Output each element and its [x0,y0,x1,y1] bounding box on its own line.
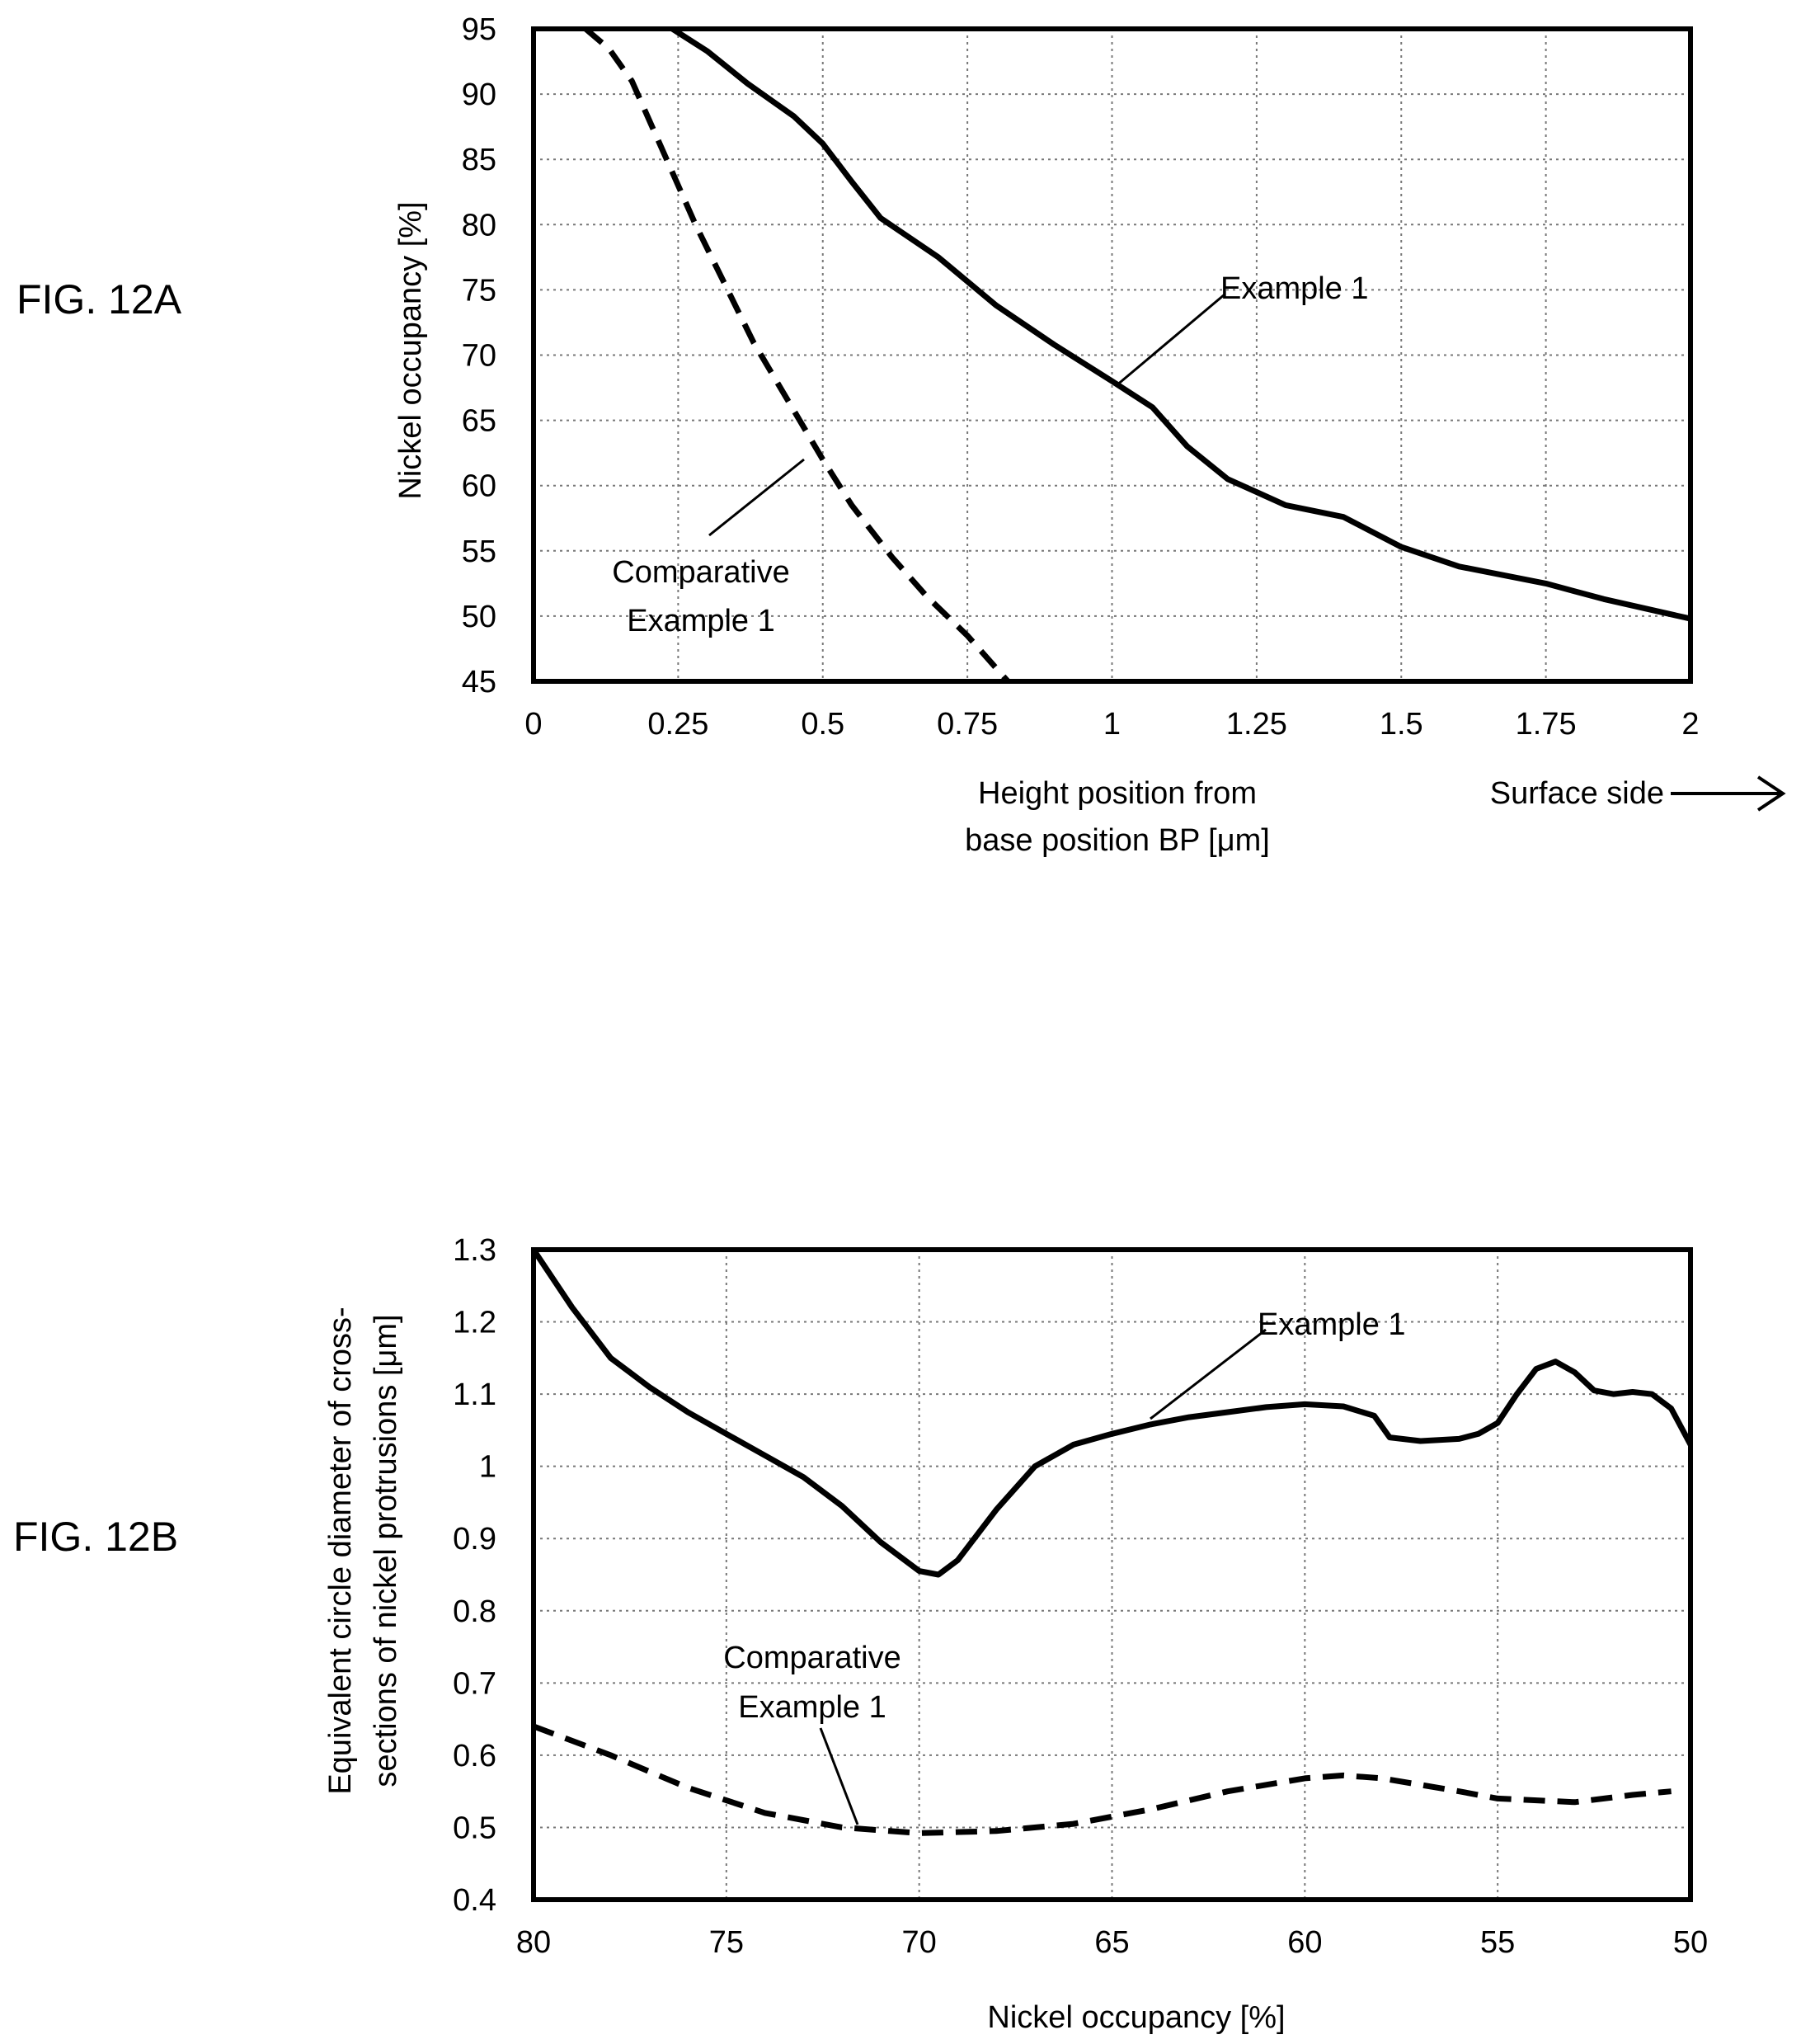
series-label-comparative-example-1-fig12b-line1: Comparative [723,1641,900,1675]
y-axis-title-line2-fig12b: sections of nickel protrusions [μm] [369,1314,403,1787]
plot-frame-fig12b [531,1247,1693,1902]
x-tick-label-fig12b-4: 60 [1287,1925,1322,1960]
x-tick-label-fig12a-0: 0 [524,707,542,742]
x-tick-label-fig12a-3: 0.75 [937,707,998,742]
y-tick-label-fig12a-6: 75 [462,273,496,308]
y-tick-label-fig12b-1: 0.5 [453,1811,496,1845]
y-axis-title-fig12a: Nickel occupancy [%] [393,201,428,499]
annotations-fig12b: Example 1 Comparative Example 1 [723,1307,1406,1825]
x-tick-label-fig12b-1: 75 [709,1925,744,1960]
y-axis-title-line1-fig12b: Equivalent circle diameter of cross- [323,1307,358,1794]
y-tick-label-fig12a-7: 80 [462,208,496,243]
fig-label-12b: FIG. 12B [13,1514,178,1560]
series-line-comparative-example-1-fig12a [583,26,1010,684]
x-tick-label-fig12a-1: 0.25 [647,707,708,742]
x-tick-label-fig12b-0: 80 [516,1925,551,1960]
series-label-comparative-example-1-fig12a-line2: Example 1 [627,604,775,638]
y-tick-label-fig12a-2: 55 [462,535,496,569]
chart-fig12a: FIG. 12A 45 50 55 60 65 70 75 80 85 90 95 0 0.25 0.5… [16,12,1786,858]
series-label-comparative-example-1-fig12b-line2: Example 1 [738,1690,886,1725]
y-tick-label-fig12b-3: 0.7 [453,1666,496,1701]
y-tick-label-fig12b-2: 0.6 [453,1739,496,1773]
x-tick-label-fig12a-4: 1 [1103,707,1121,742]
surface-side-arrow-icon [1671,775,1786,812]
grid-fig12a [533,28,1691,682]
y-tick-label-fig12a-0: 45 [462,665,496,699]
y-tick-label-fig12a-5: 70 [462,339,496,374]
x-tick-label-fig12a-8: 2 [1681,707,1699,742]
x-axis-title-fig12b: Nickel occupancy [%] [987,2000,1285,2035]
plot-frame-fig12a [531,26,1693,684]
x-tick-label-fig12b-3: 65 [1094,1925,1129,1960]
series-layer-fig12a [583,26,1691,684]
x-tick-labels-fig12b: 80 75 70 65 60 55 50 [516,1925,1708,1960]
leader-line-comparative-example-1-fig12a [708,458,805,537]
series-line-example-1-fig12b [531,1248,1694,1578]
y-tick-label-fig12b-9: 1.3 [453,1233,496,1268]
series-label-example-1-fig12a-line1: Example 1 [1220,271,1369,306]
y-tick-label-fig12b-7: 1.1 [453,1378,496,1412]
x-tick-label-fig12a-6: 1.5 [1380,707,1423,742]
y-tick-label-fig12b-4: 0.8 [453,1594,496,1629]
y-tick-labels-fig12b: 0.4 0.5 0.6 0.7 0.8 0.9 1 1.1 1.2 1.3 [453,1233,496,1918]
chart-fig12b: FIG. 12B 0.4 0.5 0.6 0.7 0.8 0.9 1 1.1 1.2 1.3 80… [13,1233,1708,2035]
annotations-fig12a: Example 1 Comparative Example 1 [612,271,1368,638]
y-tick-label-fig12b-6: 1 [479,1450,496,1485]
series-layer-fig12b [531,1248,1694,1836]
y-tick-label-fig12a-4: 65 [462,404,496,439]
y-tick-label-fig12a-3: 60 [462,469,496,504]
series-label-comparative-example-1-fig12a-line1: Comparative [612,555,789,590]
y-tick-label-fig12a-10: 95 [462,12,496,47]
x-tick-label-fig12b-6: 50 [1673,1925,1708,1960]
y-tick-labels-fig12a: 45 50 55 60 65 70 75 80 85 90 95 [462,12,496,699]
surface-side-label: Surface side [1490,776,1664,811]
x-tick-labels-fig12a: 0 0.25 0.5 0.75 1 1.25 1.5 1.75 2 [524,707,1699,742]
series-line-example-1-fig12a [670,26,1691,622]
series-line-comparative-example-1-fig12b [532,1723,1672,1836]
x-tick-label-fig12a-7: 1.75 [1516,707,1577,742]
leader-line-example-1-fig12b [1150,1328,1267,1420]
x-tick-label-fig12b-2: 70 [902,1925,937,1960]
series-label-example-1-fig12b-line1: Example 1 [1258,1307,1406,1342]
fig-label-12a: FIG. 12A [16,276,182,323]
y-tick-label-fig12b-0: 0.4 [453,1883,496,1918]
x-axis-title-line2-fig12a: base position BP [μm] [965,823,1270,858]
grid-fig12b [533,1249,1691,1900]
y-tick-label-fig12a-9: 90 [462,78,496,112]
x-tick-label-fig12a-5: 1.25 [1226,707,1287,742]
x-axis-title-line1-fig12a: Height position from [978,776,1257,811]
y-tick-label-fig12b-8: 1.2 [453,1306,496,1340]
y-tick-label-fig12b-5: 0.9 [453,1522,496,1557]
x-tick-label-fig12b-5: 55 [1480,1925,1515,1960]
x-tick-label-fig12a-2: 0.5 [801,707,844,742]
leader-line-comparative-example-1-fig12b [819,1727,859,1825]
y-tick-label-fig12a-8: 85 [462,143,496,177]
y-tick-label-fig12a-1: 50 [462,600,496,634]
leader-line-example-1-fig12a [1115,293,1225,388]
